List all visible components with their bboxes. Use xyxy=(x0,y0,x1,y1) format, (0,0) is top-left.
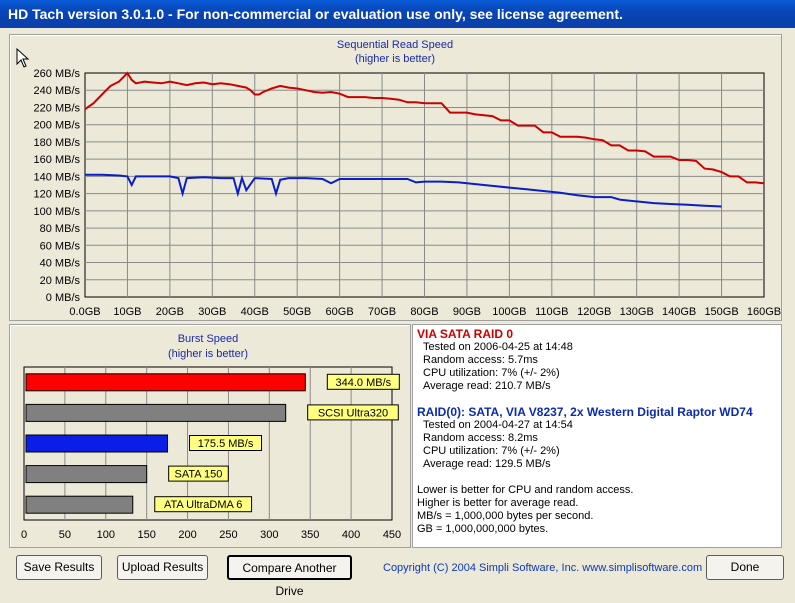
note-line: Lower is better for CPU and random acces… xyxy=(417,484,634,496)
drive1-tested: Tested on 2006-04-25 at 14:48 xyxy=(423,341,573,353)
drive2-info: RAID(0): SATA, VIA V8237, 2x Western Dig… xyxy=(417,405,753,471)
drive2-title: RAID(0): SATA, VIA V8237, 2x Western Dig… xyxy=(417,405,753,419)
sequential-panel xyxy=(9,34,782,321)
copyright-link[interactable]: Copyright (C) 2004 Simpli Software, Inc.… xyxy=(383,562,703,574)
compare-another-drive-button[interactable]: Compare Another Drive xyxy=(227,555,352,598)
drive1-title: VIA SATA RAID 0 xyxy=(417,327,514,341)
done-label: Done xyxy=(730,560,760,574)
drive1-random-access: Random access: 5.7ms xyxy=(423,354,538,366)
mouse-cursor-icon xyxy=(16,48,30,68)
drive2-random-access: Random access: 8.2ms xyxy=(423,432,538,444)
drive1-info: VIA SATA RAID 0 Tested on 2006-04-25 at … xyxy=(417,327,573,393)
drive1-average-read: Average read: 210.7 MB/s xyxy=(423,380,551,392)
drive2-average-read: Average read: 129.5 MB/s xyxy=(423,458,551,470)
save-results-button[interactable]: Save Results xyxy=(16,555,102,580)
save-results-label: Save Results xyxy=(23,560,95,574)
results-info-panel: VIA SATA RAID 0 Tested on 2006-04-25 at … xyxy=(412,324,782,548)
drive2-tested: Tested on 2004-04-27 at 14:54 xyxy=(423,419,573,431)
upload-results-button[interactable]: Upload Results xyxy=(117,555,208,580)
window-title: HD Tach version 3.0.1.0 - For non-commer… xyxy=(0,0,795,28)
burst-panel xyxy=(9,324,411,548)
notes: Lower is better for CPU and random acces… xyxy=(417,484,633,536)
compare-another-drive-label: Compare Another Drive xyxy=(242,561,337,598)
drive2-cpu: CPU utilization: 7% (+/- 2%) xyxy=(423,445,560,457)
done-button[interactable]: Done xyxy=(706,555,784,580)
note-line: GB = 1,000,000,000 bytes. xyxy=(417,523,549,535)
drive1-cpu: CPU utilization: 7% (+/- 2%) xyxy=(423,367,560,379)
upload-results-label: Upload Results xyxy=(121,560,204,574)
note-line: MB/s = 1,000,000 bytes per second. xyxy=(417,510,594,522)
note-line: Higher is better for average read. xyxy=(417,497,579,509)
